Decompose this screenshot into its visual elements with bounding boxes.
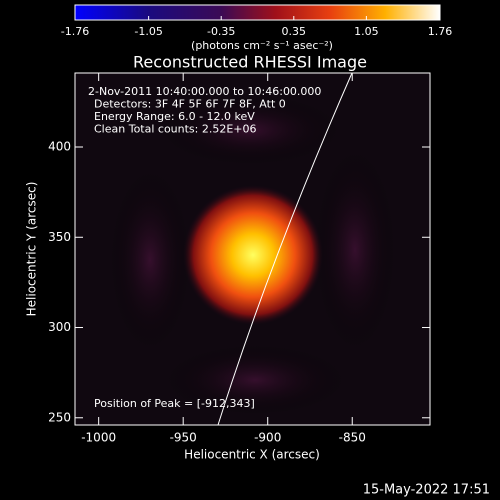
colorbar-tick-label: 1.05 [354, 25, 379, 38]
x-tick-label: -900 [254, 431, 281, 445]
x-axis-label: Heliocentric X (arcsec) [184, 448, 320, 462]
y-axis-label: Heliocentric Y (arcsec) [25, 182, 39, 317]
colorbar-label: (photons cm⁻² s⁻¹ asec⁻²) [191, 39, 333, 52]
plot-frame [74, 72, 431, 426]
y-tick-label: 400 [48, 140, 71, 154]
colorbar [74, 4, 441, 21]
annotation: Energy Range: 6.0 - 12.0 keV [94, 110, 255, 123]
x-tick-label: -850 [339, 431, 366, 445]
x-tick-label: -950 [170, 431, 197, 445]
colorbar-tick-label: -1.76 [61, 25, 89, 38]
annotation: Clean Total counts: 2.52E+06 [94, 123, 257, 136]
colorbar-tick-label: 0.35 [282, 25, 307, 38]
y-tick-label: 300 [48, 320, 71, 334]
footer: 15-May-2022 17:51 [363, 483, 490, 498]
chart-title: Reconstructed RHESSI Image [133, 53, 367, 72]
y-tick-label: 350 [48, 230, 71, 244]
colorbar-tick-label: -1.05 [134, 25, 162, 38]
annotation: Detectors: 3F 4F 5F 6F 7F 8F, Att 0 [94, 98, 286, 111]
x-tick-label: -1000 [81, 431, 116, 445]
annotation: 2-Nov-2011 10:40:00.000 to 10:46:00.000 [88, 85, 321, 98]
image [75, 72, 430, 426]
annotation: Position of Peak = [-912,343] [94, 397, 255, 410]
colorbar-tick-label: -0.35 [207, 25, 235, 38]
colorbar-tick-label: 1.76 [428, 25, 453, 38]
y-tick-label: 250 [48, 410, 71, 424]
